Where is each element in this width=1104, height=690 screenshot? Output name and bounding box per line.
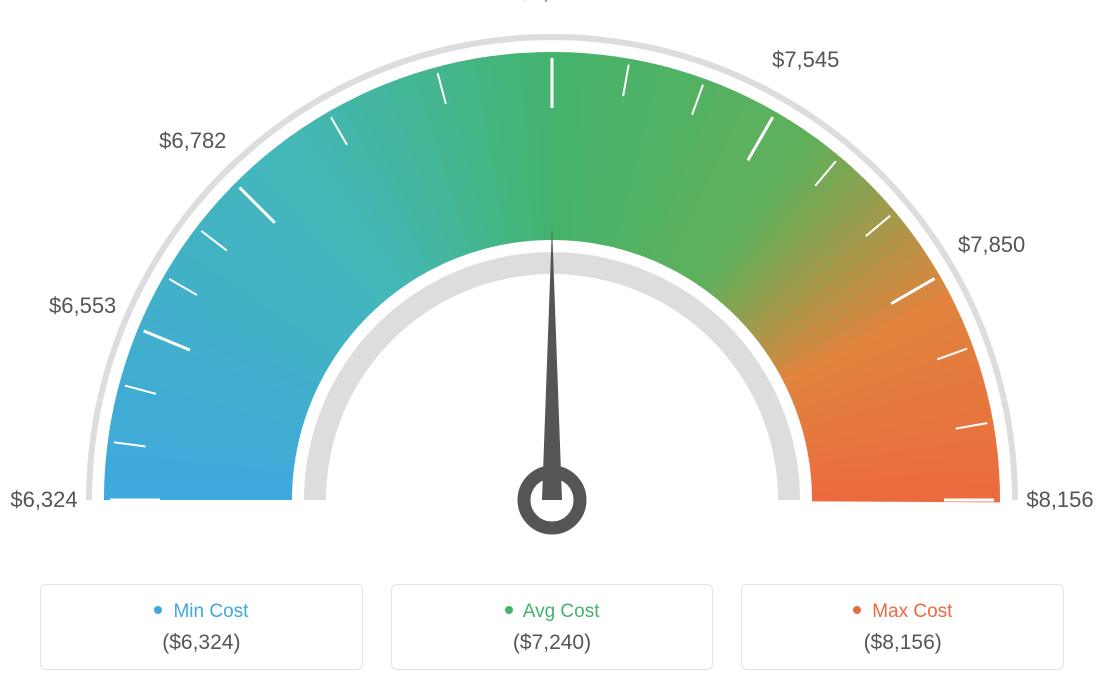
legend-box-max: Max Cost ($8,156) xyxy=(741,584,1064,670)
legend-label-min: Min Cost xyxy=(51,601,352,623)
tick-label: $7,850 xyxy=(958,232,1025,258)
cost-gauge-chart: $6,324 $6,553 $6,782 $7,240 $7,545 $7,850 $8,1… xyxy=(0,0,1104,690)
legend-box-avg: Avg Cost ($7,240) xyxy=(391,584,714,670)
legend-label-text: Avg Cost xyxy=(523,601,600,622)
tick-label: $6,553 xyxy=(49,293,116,319)
tick-label: $6,324 xyxy=(10,487,77,513)
legend-label-text: Min Cost xyxy=(173,601,248,622)
legend-value-avg: ($7,240) xyxy=(402,631,703,655)
legend-label-avg: Avg Cost xyxy=(402,601,703,623)
tick-label: $7,240 xyxy=(518,0,585,5)
dot-icon xyxy=(505,606,513,614)
tick-label: $7,545 xyxy=(772,47,839,73)
legend-row: Min Cost ($6,324) Avg Cost ($7,240) Max … xyxy=(0,584,1104,670)
legend-value-max: ($8,156) xyxy=(752,631,1053,655)
legend-label-text: Max Cost xyxy=(872,601,952,622)
legend-value-min: ($6,324) xyxy=(51,631,352,655)
tick-label: $8,156 xyxy=(1026,487,1093,513)
tick-label: $6,782 xyxy=(159,128,226,154)
gauge-svg xyxy=(0,0,1104,560)
dot-icon xyxy=(154,606,162,614)
legend-box-min: Min Cost ($6,324) xyxy=(40,584,363,670)
legend-label-max: Max Cost xyxy=(752,601,1053,623)
gauge-area: $6,324 $6,553 $6,782 $7,240 $7,545 $7,850 $8,1… xyxy=(0,0,1104,560)
dot-icon xyxy=(853,606,861,614)
